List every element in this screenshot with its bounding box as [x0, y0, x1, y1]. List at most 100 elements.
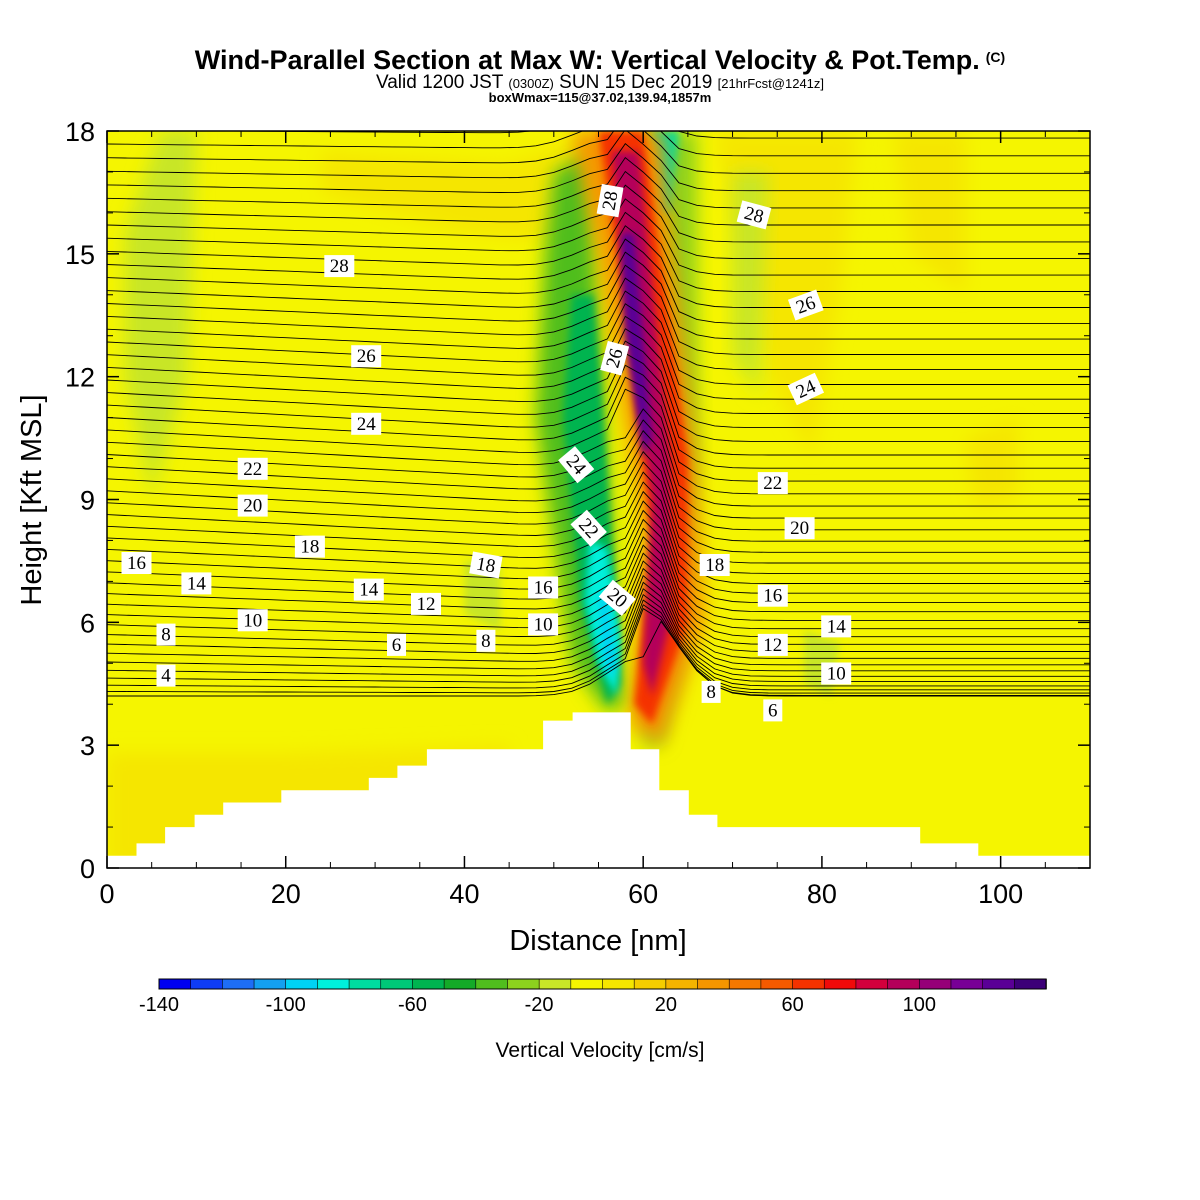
chart-title: Wind-Parallel Section at Max W: Vertical… — [0, 42, 1200, 75]
theta-contour-line — [107, 290, 1090, 385]
theta-label-text: 18 — [475, 554, 497, 578]
x-tick-label: 40 — [449, 879, 479, 909]
theta-label-text: 22 — [763, 473, 782, 494]
x-tick-label: 60 — [628, 879, 658, 909]
colorbar-swatch — [823, 978, 857, 990]
x-tick-label: 80 — [807, 879, 837, 909]
theta-label-32: 10 — [821, 662, 852, 685]
theta-label-bg — [763, 699, 783, 722]
theta-label-bg — [528, 613, 559, 636]
theta-label-text: 8 — [706, 682, 716, 703]
theta-contour-line — [107, 303, 1090, 400]
valid-utc: (0300Z) — [508, 76, 554, 91]
theta-label-27: 20 — [784, 517, 815, 540]
y-tick-label: 9 — [80, 486, 95, 516]
field-downdraft-mid — [464, 560, 501, 631]
theta-contour-line — [107, 560, 1090, 659]
theta-label-33: 8 — [701, 680, 721, 703]
theta-label-bg — [570, 509, 607, 547]
valid-prefix: Valid 1200 JST — [375, 72, 504, 93]
theta-label-bg — [596, 183, 624, 218]
theta-label-text: 10 — [243, 610, 262, 631]
y-tick-label: 0 — [80, 854, 95, 884]
x-tick-label: 20 — [271, 879, 301, 909]
theta-contour-line — [107, 620, 1090, 697]
theta-label-text: 10 — [534, 614, 553, 635]
theta-label-0: 4 — [156, 664, 176, 687]
theta-label-bg — [757, 633, 788, 656]
theta-label-21: 26 — [600, 340, 630, 376]
theta-contour-line — [107, 604, 1090, 694]
colorbar-swatch — [285, 978, 319, 990]
theta-label-10: 28 — [324, 255, 355, 278]
theta-label-12: 14 — [353, 578, 384, 601]
theta-label-text: 28 — [330, 256, 349, 277]
colorbar-swatch — [380, 978, 414, 990]
theta-label-text: 10 — [827, 664, 846, 685]
velocity-field — [107, 111, 1090, 868]
theta-label-bg — [787, 372, 825, 406]
colorbar-swatch — [1014, 978, 1047, 990]
theta-label-text: 12 — [417, 594, 436, 615]
theta-contour-line — [107, 552, 1090, 652]
theta-label-bg — [353, 578, 384, 601]
theta-contour-line — [107, 251, 1090, 340]
theta-label-bg — [787, 289, 824, 321]
theta-label-text: 14 — [359, 580, 379, 601]
theta-label-4: 16 — [121, 552, 152, 574]
theta-label-bg — [600, 340, 630, 376]
theta-label-text: 4 — [161, 666, 171, 687]
theta-label-bg — [757, 472, 788, 495]
y-axis-label: Height [Kft MSL] — [16, 394, 48, 605]
theta-label-34: 6 — [763, 699, 783, 722]
colorbar-swatch — [602, 978, 635, 990]
theta-label-bg — [598, 579, 636, 616]
colorbar-swatch — [665, 978, 699, 990]
theta-contour-line — [107, 340, 1090, 442]
theta-contour-line — [107, 599, 1090, 691]
field-upper-updraft — [321, 131, 599, 246]
x-axis-label: Distance [nm] — [509, 925, 686, 957]
terrain-mask — [107, 712, 1090, 868]
theta-contour-line — [107, 451, 1090, 553]
theta-label-11: 6 — [387, 633, 406, 656]
theta-contour-line — [107, 588, 1090, 682]
colorbar-swatch — [538, 978, 572, 990]
theta-contour-line — [107, 440, 1090, 542]
colorbar-swatch — [317, 978, 350, 990]
theta-label-14: 8 — [476, 629, 496, 652]
theta-label-7: 22 — [237, 457, 268, 480]
forecast-info: [21hrFcst@1241z] — [717, 76, 825, 91]
x-tick-label: 0 — [99, 879, 114, 909]
colorbar-tick-label: -140 — [139, 994, 179, 1016]
theta-label-13: 12 — [411, 592, 441, 615]
colorbar-swatch — [412, 978, 445, 990]
colorbar-tick-label: -100 — [266, 994, 306, 1016]
theta-label-text: 8 — [161, 625, 171, 646]
theta-label-bg — [736, 200, 772, 230]
theta-label-text: 16 — [534, 578, 553, 599]
theta-contour-line — [107, 581, 1090, 677]
theta-contour-line — [107, 328, 1090, 429]
colorbar-swatch — [222, 978, 255, 990]
theta-contour-line — [107, 211, 1090, 292]
theta-contour-line — [107, 593, 1090, 687]
theta-label-29: 16 — [757, 584, 788, 607]
colorbar-swatch — [190, 978, 224, 990]
theta-contour-line — [107, 527, 1090, 630]
theta-contour-line — [107, 574, 1090, 672]
theta-contour-line — [107, 264, 1090, 355]
chart-title-text: Wind-Parallel Section at Max W: Vertical… — [194, 45, 980, 75]
colorbar-frame — [158, 978, 1047, 990]
theta-label-bg — [237, 609, 268, 632]
colorbar-swatch — [950, 978, 984, 990]
theta-contour-line — [107, 156, 1090, 226]
valid-time-line: Valid 1200 JST (0300Z) SUN 15 Dec 2019 [… — [0, 73, 1200, 94]
theta-contour-line — [107, 111, 1090, 121]
theta-label-bg — [757, 584, 788, 607]
colorbar-tick-label: -20 — [525, 994, 554, 1016]
theta-label-text: 16 — [127, 553, 146, 574]
theta-contour-line — [107, 352, 1090, 456]
theta-contour-line — [107, 277, 1090, 371]
